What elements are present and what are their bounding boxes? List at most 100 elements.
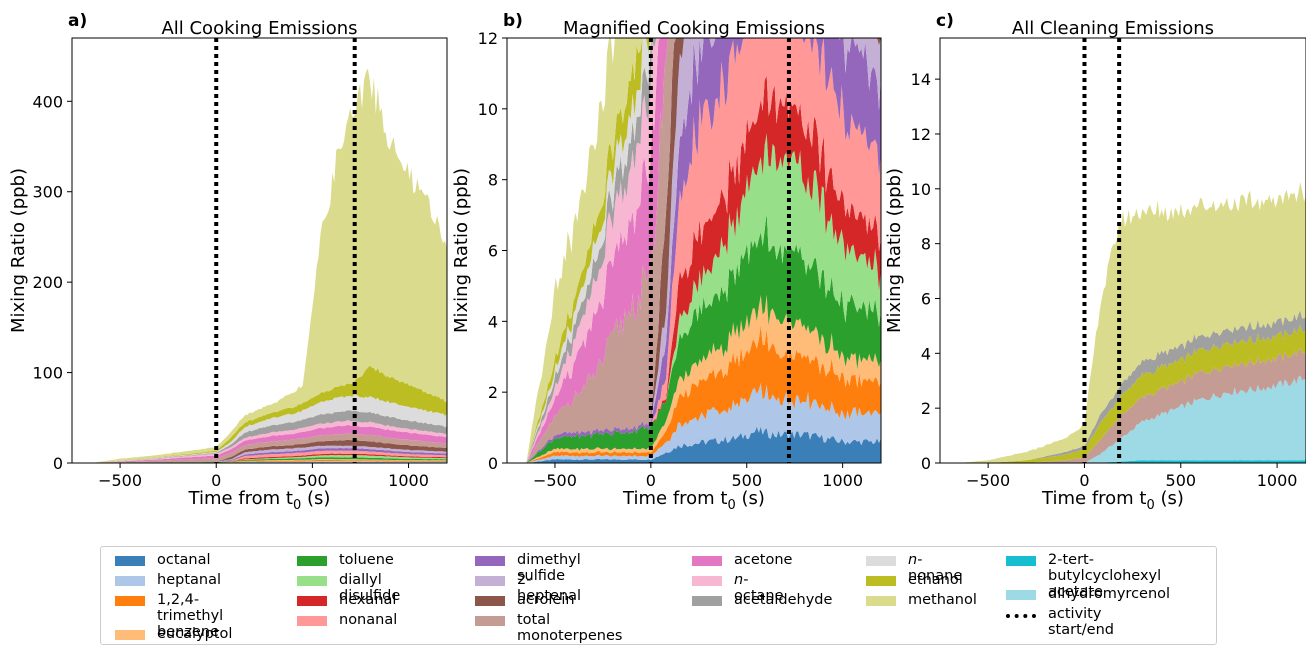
legend-label: activity start/end — [1048, 606, 1114, 638]
legend-entry-2-heptenal: 2-heptenal — [475, 572, 581, 604]
area-methanol — [959, 182, 1306, 463]
x-tick-label: 0 — [211, 471, 221, 490]
legend-label: heptanal — [157, 572, 221, 588]
legend-label: n-nonane — [908, 552, 963, 584]
legend-entry-methanol: methanol — [866, 592, 977, 608]
legend-entry-eucalyptol: eucalyptol — [115, 626, 232, 642]
area-eucalyptol — [526, 294, 881, 463]
legend-swatch — [475, 616, 505, 626]
area-heptanal — [91, 461, 447, 463]
legend-label: eucalyptol — [157, 626, 233, 642]
area-diallyl-disulfide — [91, 455, 447, 463]
area-1-2-4-trimethyl-benzene — [526, 325, 881, 463]
legend-entry-acetaldehyde: acetaldehyde — [692, 592, 832, 608]
legend-swatch — [475, 556, 505, 566]
legend-swatch — [297, 616, 327, 626]
y-tick-label: 10 — [478, 100, 498, 119]
area-n-nonane — [526, 38, 881, 463]
y-tick-label: 4 — [488, 312, 498, 331]
y-tick-label: 0 — [488, 454, 498, 473]
legend-entry-activity-start-end: activity start/end — [1006, 606, 1114, 638]
area-dimethyl-sulfide — [526, 38, 881, 463]
area-ethanol — [959, 324, 1306, 463]
panel-2: −500 0 500 1000 0 2 4 6 8 10 12 Magnified Cooking E… — [451, 11, 882, 513]
legend-label: acetone — [734, 552, 793, 568]
y-tick-label: 400 — [32, 92, 63, 111]
legend-label: methanol — [908, 592, 977, 608]
area-nonanal — [526, 38, 881, 463]
area-toluene — [91, 457, 447, 463]
x-tick-label: 0 — [646, 471, 656, 490]
panel-letter: c) — [936, 11, 954, 31]
legend-swatch — [692, 556, 722, 566]
legend-entry-acrolein: acrolein — [475, 592, 575, 608]
panel-title: All Cleaning Emissions — [1012, 18, 1214, 39]
y-tick-label: 6 — [488, 242, 498, 261]
legend-swatch — [866, 556, 896, 566]
legend: octanal heptanal 1,2,4-trimethyl benzene eu… — [100, 546, 1217, 645]
area-heptanal — [526, 383, 881, 463]
legend-swatch — [475, 576, 505, 586]
legend-entry-2-tert-butylcyclohexyl-acetate: 2-tert-butylcyclohexyl acetate — [1006, 552, 1161, 600]
legend-entry-hexanal: hexanal — [297, 592, 396, 608]
legend-label: toluene — [339, 552, 394, 568]
legend-entry-total-monoterpenes: total monoterpenes — [475, 612, 622, 644]
legend-entry-1-2-4-trimethyl-benzene: 1,2,4-trimethyl benzene — [115, 592, 223, 640]
y-tick-label: 14 — [911, 70, 931, 89]
area-nonanal — [91, 450, 447, 463]
area-2-tert-butylcyclohexyl-acetate — [959, 460, 1306, 463]
legend-label: n-octane — [734, 572, 784, 604]
x-axis-label: Time from t0 (s) — [1041, 488, 1184, 513]
legend-entry-dihydromyrcenol: dihydromyrcenol — [1006, 586, 1170, 602]
panel-title: All Cooking Emissions — [161, 18, 357, 39]
legend-label: octanal — [157, 552, 211, 568]
area-methanol — [91, 68, 447, 463]
area-total-monoterpenes — [959, 347, 1306, 463]
legend-label: ethanol — [908, 572, 963, 588]
legend-swatch — [297, 556, 327, 566]
legend-label: acrolein — [517, 592, 575, 608]
legend-label: diallyl disulfide — [339, 572, 401, 604]
plot-area — [959, 38, 1306, 463]
legend-swatch — [115, 630, 145, 640]
y-axis-label: Mixing Ratio (ppb) — [884, 168, 905, 333]
x-tick-label: 1000 — [822, 471, 863, 490]
area-octanal — [526, 426, 881, 463]
x-tick-label: −500 — [966, 471, 1010, 490]
legend-label: dihydromyrcenol — [1048, 586, 1171, 602]
x-tick-label: −500 — [98, 471, 142, 490]
x-tick-label: 1000 — [1257, 471, 1298, 490]
legend-entry-toluene: toluene — [297, 552, 394, 568]
axes-frame — [71, 37, 448, 464]
legend-entry-nonanal: nonanal — [297, 612, 397, 628]
x-tick-label: 1000 — [388, 471, 429, 490]
panel-title: Magnified Cooking Emissions — [563, 18, 825, 39]
legend-label: 2-tert-butylcyclohexyl acetate — [1048, 552, 1162, 600]
y-tick-label: 2 — [488, 383, 498, 402]
axes-frame — [939, 37, 1306, 464]
area-acetaldehyde — [959, 310, 1306, 463]
legend-swatch — [692, 596, 722, 606]
y-tick-label: 8 — [488, 171, 498, 190]
legend-swatch — [115, 576, 145, 586]
area-total-monoterpenes — [526, 38, 881, 463]
x-tick-label: −500 — [533, 471, 577, 490]
x-axis-label: Time from t0 (s) — [622, 488, 765, 513]
y-tick-label: 12 — [911, 125, 931, 144]
y-tick-label: 8 — [921, 235, 931, 254]
legend-entry-heptanal: heptanal — [115, 572, 221, 588]
x-axis-label: Time from t0 (s) — [188, 488, 331, 513]
legend-entry-dimethyl-sulfide: dimethyl sulfide — [475, 552, 581, 584]
x-tick-label: 500 — [297, 471, 328, 490]
legend-swatch — [297, 576, 327, 586]
legend-swatch — [475, 596, 505, 606]
panel-1: −500 0 500 1000 0 100 200 300 400 All Cooking Emi… — [8, 11, 448, 513]
x-tick-label: 500 — [1166, 471, 1197, 490]
y-tick-label: 2 — [921, 399, 931, 418]
legend-swatch — [115, 596, 145, 606]
area-ethanol — [91, 365, 447, 463]
area-eucalyptol — [91, 459, 447, 463]
legend-label: acetaldehyde — [734, 592, 833, 608]
y-tick-label: 300 — [32, 183, 63, 202]
